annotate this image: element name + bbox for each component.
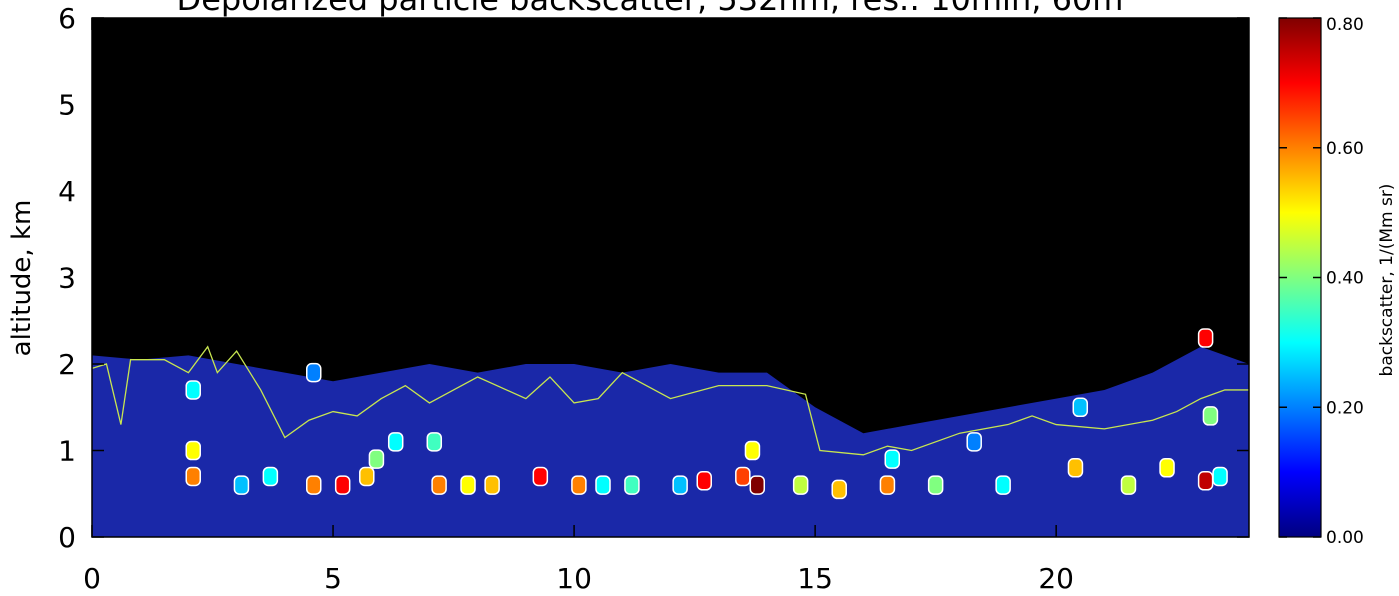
cloud-cell <box>624 475 640 495</box>
cloud-cell <box>334 475 351 495</box>
cloud-cell <box>884 449 901 469</box>
cloud-cell <box>735 466 751 487</box>
cloud-cell <box>792 475 809 495</box>
cloud-cell <box>672 475 688 495</box>
cloud-cell <box>532 466 549 487</box>
boundary-line <box>91 345 1249 456</box>
x-tick-label: 15 <box>797 562 833 595</box>
colorbar-tick-label: 0.00 <box>1326 528 1364 548</box>
colorbar-tick-label: 0.40 <box>1326 269 1364 289</box>
cloud-cell <box>995 475 1011 495</box>
x-tick-label: 10 <box>556 562 592 595</box>
cloud-cell <box>595 475 611 495</box>
chart-title: Depolarized particle backscatter, 532nm,… <box>177 0 1124 18</box>
cloud-cell <box>387 432 404 452</box>
y-tick-label: 2 <box>58 348 76 381</box>
cloud-cell <box>185 440 201 461</box>
cloud-cell <box>306 475 322 495</box>
cloud-cell <box>1212 466 1228 487</box>
cloud-cell <box>831 479 847 500</box>
cloud-cell <box>1072 397 1089 417</box>
y-tick-label: 6 <box>58 2 76 35</box>
cloud-cell <box>484 475 500 495</box>
cloud-cell <box>696 471 712 491</box>
x-tick-label: 20 <box>1038 562 1074 595</box>
cloud-cell <box>460 475 476 495</box>
cloud-cell <box>571 475 587 495</box>
colorbar-tick-label: 0.20 <box>1326 398 1364 418</box>
cloud-cell <box>744 440 761 461</box>
cloud-cell <box>749 475 766 495</box>
y-tick-label: 5 <box>58 89 76 122</box>
y-tick-label: 3 <box>58 262 76 295</box>
cloud-cell <box>233 475 250 495</box>
cloud-cell <box>1197 328 1214 348</box>
cloud-cell <box>368 449 385 469</box>
x-tick-label: 0 <box>83 562 101 595</box>
y-axis-label: altitude, km <box>7 200 37 357</box>
cloud-cell <box>1120 475 1137 495</box>
colorbar-tick-label: 0.80 <box>1326 15 1364 35</box>
cloud-cell <box>431 475 447 495</box>
cloud-cell <box>1159 458 1175 478</box>
cloud-cell <box>185 466 201 487</box>
colorbar-tick-label: 0.60 <box>1326 139 1364 159</box>
cloud-cell <box>359 466 375 487</box>
cloud-cell <box>262 466 279 487</box>
cloud-cell <box>1202 406 1219 426</box>
aerosol-layer <box>92 346 1249 537</box>
x-tick-label: 5 <box>324 562 342 595</box>
y-tick-label: 0 <box>58 521 76 554</box>
cloud-cell <box>426 432 443 452</box>
y-tick-label: 1 <box>58 435 76 468</box>
cloud-cell <box>879 475 896 495</box>
cloud-cell <box>1197 471 1214 491</box>
y-tick-label: 4 <box>58 175 76 208</box>
cloud-cell <box>306 362 322 383</box>
cloud-cell <box>966 432 982 452</box>
cloud-cell <box>927 475 944 495</box>
cloud-cell <box>185 380 201 400</box>
cloud-cell <box>1067 458 1084 478</box>
colorbar-label: backscatter, 1/(Mm sr) <box>1377 184 1397 377</box>
